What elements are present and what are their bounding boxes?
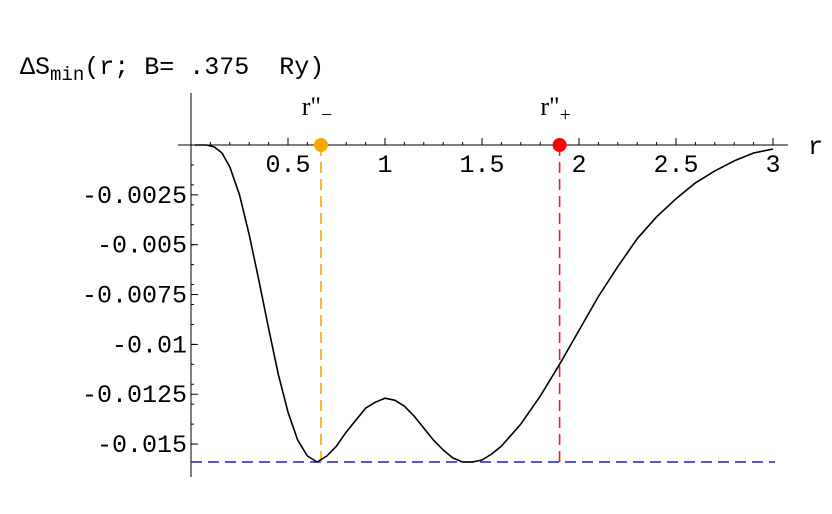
x-tick-label: 2	[571, 151, 586, 180]
minor-ticks	[191, 142, 755, 445]
chart-title-prefix: ΔS	[20, 53, 50, 82]
marker-point-minus	[313, 138, 328, 152]
y-tick-label: -0.0075	[82, 282, 187, 311]
y-tick-label: -0.0025	[82, 182, 187, 211]
marker-label-base: r"	[540, 92, 559, 121]
x-tick-label: 2.5	[653, 151, 698, 180]
x-tick-label: 3	[765, 151, 780, 180]
marker-lines	[320, 145, 561, 462]
marker-points	[313, 138, 567, 152]
chart-title-subscript: min	[50, 64, 84, 86]
y-tick-labels: -0.0025 -0.005 -0.0075 -0.01 -0.0125 -0.015	[82, 182, 187, 460]
marker-labels: r"− r"+	[302, 92, 571, 126]
x-axis-label: r	[808, 133, 823, 162]
y-tick-label: -0.01	[112, 331, 187, 360]
chart-title-rest: (r; B= .375 Ry)	[84, 53, 324, 82]
y-tick-label: -0.005	[97, 232, 187, 261]
x-tick-labels: 0.5 1 1.5 2 2.5 3	[265, 151, 780, 180]
series-layer	[194, 144, 774, 463]
x-axis	[178, 138, 788, 146]
marker-label-sub: −	[321, 104, 332, 126]
marker-label-plus: r"+	[540, 92, 571, 126]
x-tick-label: 0.5	[265, 151, 310, 180]
marker-label-base: r"	[302, 92, 321, 121]
chart-title: ΔSmin(r; B= .375 Ry)	[20, 53, 324, 86]
marker-point-plus	[552, 138, 567, 152]
x-tick-label: 1	[377, 151, 392, 180]
x-tick-label: 1.5	[459, 151, 504, 180]
marker-label-sub: +	[560, 104, 571, 126]
y-tick-label: -0.0125	[82, 381, 187, 410]
marker-label-minus: r"−	[302, 92, 333, 126]
series-line	[194, 144, 774, 463]
y-tick-label: -0.015	[97, 431, 187, 460]
